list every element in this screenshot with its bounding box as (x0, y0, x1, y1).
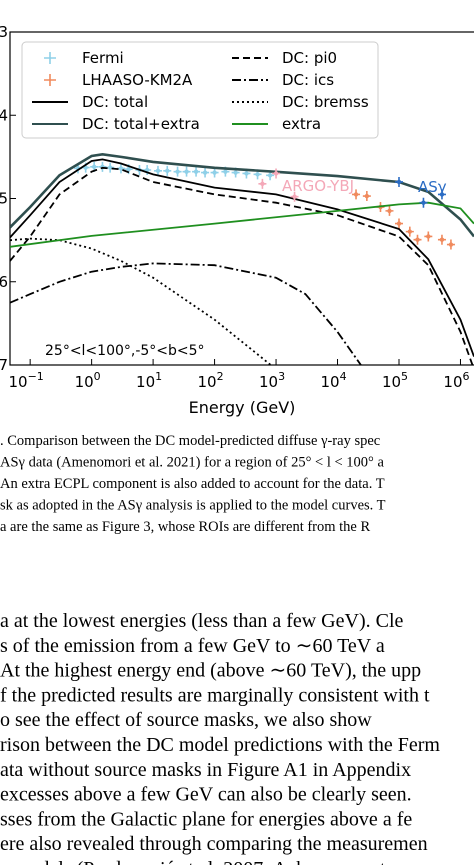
legend-swatch (44, 52, 56, 64)
legend-label: DC: bremss (282, 93, 369, 111)
point-dot (426, 234, 431, 239)
tick-exp: 4 (340, 370, 347, 383)
point-dot (118, 166, 124, 171)
curve (10, 166, 474, 365)
y-tick-label: −7 (0, 356, 8, 374)
tick-base: 10 (382, 373, 401, 391)
point-dot (233, 170, 238, 175)
tick-base: 10 (443, 373, 462, 391)
tick-base: 10 (259, 373, 278, 391)
point-dot (387, 208, 392, 214)
point-dot (415, 237, 420, 242)
x-axis-label: Energy (GeV) (189, 398, 296, 417)
point-dot (155, 168, 161, 174)
caption-line: ASγ data (Amenomori et al. 2021) for a r… (0, 455, 384, 471)
point-dot (353, 192, 359, 197)
point-dot (448, 242, 454, 247)
point-dot (202, 170, 208, 175)
tick-base: 10 (9, 373, 28, 391)
plot-area (10, 152, 474, 365)
region-label: 25°<l<100°,-5°<b<5° (45, 343, 205, 359)
legend-label: LHAASO-KM2A (82, 71, 193, 89)
point-dot (273, 171, 279, 176)
caption-line: a are the same as Figure 3, whose ROIs a… (0, 519, 370, 535)
legend-label: Fermi (82, 49, 124, 67)
point-dot (165, 168, 170, 174)
x-tick-label: 102 (198, 370, 224, 391)
curve (10, 152, 474, 238)
tick-exp: 6 (463, 370, 470, 383)
tick-exp: 2 (217, 370, 224, 383)
tick-base: 10 (136, 373, 155, 391)
point-dot (184, 169, 189, 174)
x-tick-label: 100 (75, 370, 101, 391)
tick-exp: 0 (94, 370, 101, 383)
legend-box (21, 41, 379, 139)
tick-base: 10 (198, 373, 217, 391)
tick-exp: 5 (401, 370, 408, 383)
body-line: At the highest energy end (above ∼60 TeV… (0, 660, 421, 682)
body-line: e models (Prodanović et al. 2007; Ackerm… (0, 858, 386, 865)
point-dot (193, 169, 199, 174)
x-tick-label: 101 (136, 370, 162, 391)
caption-line: . Comparison between the DC model-predic… (0, 433, 380, 449)
tick-base: 10 (320, 373, 339, 391)
body-line: rison between the DC model predictions w… (0, 734, 440, 756)
caption-line: sk as adopted in the ASγ analysis is app… (0, 498, 386, 514)
body-line: f the predicted results are marginally c… (0, 684, 430, 706)
series-annotation: ARGO-YBJ (282, 177, 354, 195)
point-dot (407, 229, 413, 234)
point-dot (223, 169, 228, 174)
curve (10, 201, 474, 248)
point-dot (107, 165, 113, 170)
curve (10, 262, 362, 365)
point-dot (439, 192, 445, 197)
x-tick-label: 103 (259, 370, 285, 391)
y-tick-label: −6 (0, 273, 8, 291)
point-dot (267, 173, 273, 178)
caption-line: An extra ECPL component is also added to… (0, 476, 385, 492)
point-dot (396, 179, 402, 185)
body-line: o see the effect of source masks, we als… (0, 709, 372, 731)
body-line: excesses above a few GeV can also be cle… (0, 784, 412, 806)
legend-label: DC: total (82, 93, 148, 111)
point-dot (292, 194, 297, 199)
body-line: ere also revealed through comparing the … (0, 833, 428, 855)
point-dot (244, 171, 249, 176)
point-dot (255, 172, 260, 177)
legend-label: DC: total+extra (82, 115, 200, 133)
x-tick-label: 104 (320, 370, 346, 391)
legend-label: DC: ics (282, 71, 334, 89)
point-dot (212, 170, 217, 175)
legend-label: DC: pi0 (282, 49, 337, 67)
x-tick-label: 106 (443, 370, 469, 391)
x-tick-label: 105 (382, 370, 408, 391)
legend-swatch (44, 74, 56, 86)
y-tick-label: −4 (0, 106, 8, 124)
point-dot (396, 221, 402, 226)
y-tick-label: −3 (0, 23, 8, 41)
legend-label: extra (282, 115, 321, 133)
series-annotation: ASγ (418, 178, 447, 196)
point-dot (364, 193, 370, 199)
point-dot (260, 181, 265, 187)
point-dot (126, 166, 131, 172)
body-line: a at the lowest energies (less than a fe… (0, 610, 404, 632)
tick-exp: −1 (28, 370, 44, 383)
curve (10, 158, 474, 357)
body-line: s of the emission from a few GeV to ∼60 … (0, 635, 385, 657)
y-tick-label: −5 (0, 190, 8, 208)
tick-exp: 1 (155, 370, 162, 383)
point-dot (421, 200, 426, 205)
curve (10, 237, 273, 365)
tick-base: 10 (75, 373, 94, 391)
body-line: sses from the Galactic plane for energie… (0, 808, 412, 830)
point-dot (439, 237, 445, 242)
tick-exp: 3 (278, 370, 285, 383)
x-tick-label: 10−1 (9, 370, 44, 391)
body-line: ata without source masks in Figure A1 in… (0, 759, 411, 781)
point-dot (91, 164, 97, 170)
point-dot (175, 169, 180, 174)
